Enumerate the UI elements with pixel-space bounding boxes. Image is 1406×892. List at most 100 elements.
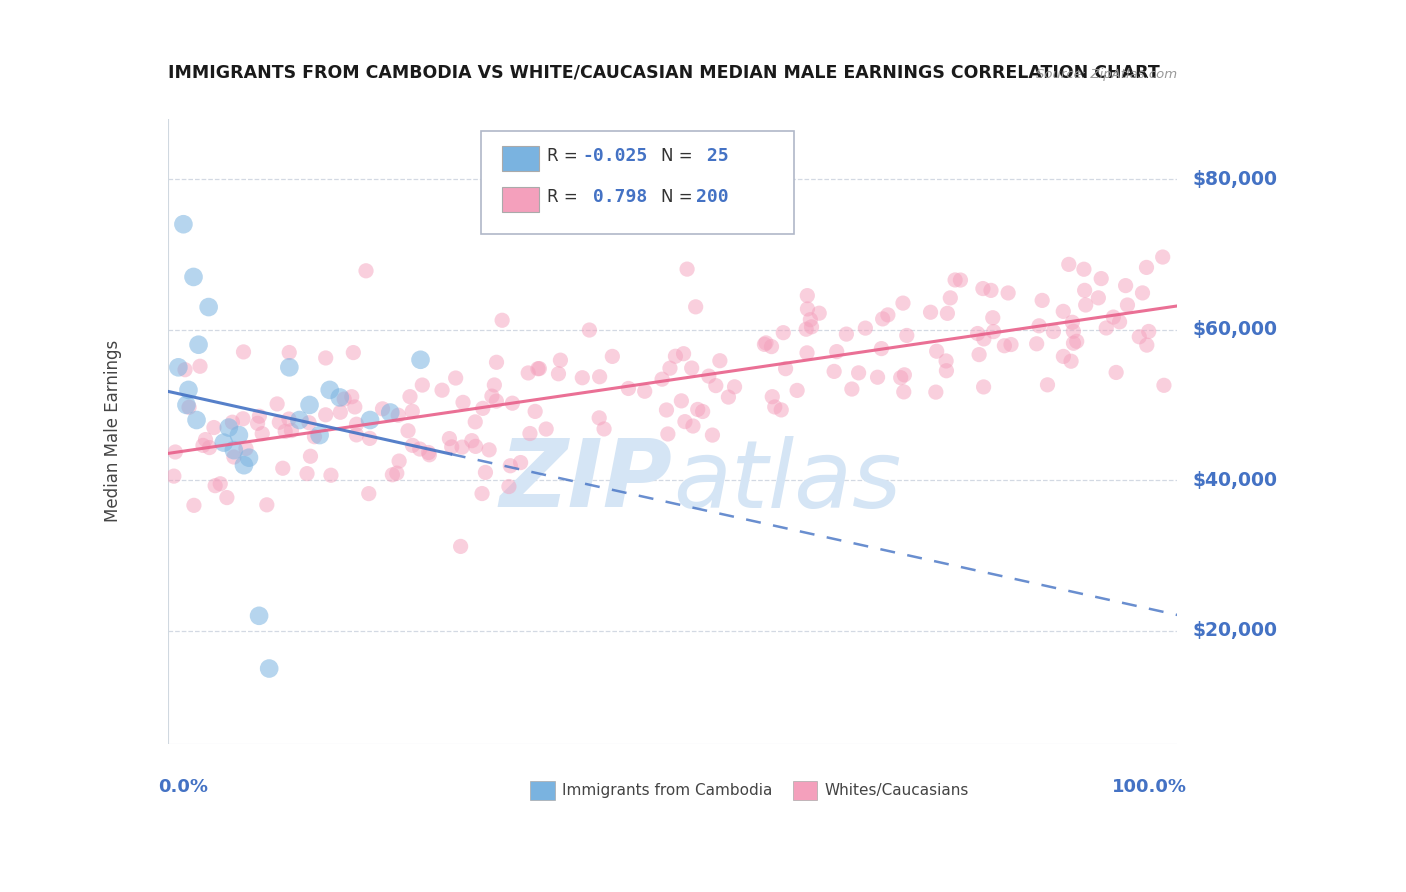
Point xyxy=(177,383,200,397)
Point xyxy=(588,410,610,425)
Point xyxy=(346,417,368,432)
Point xyxy=(450,540,472,554)
Point xyxy=(1052,350,1074,364)
Point xyxy=(430,383,453,397)
Point xyxy=(288,413,311,427)
Point xyxy=(588,369,610,384)
FancyBboxPatch shape xyxy=(530,781,555,800)
Point xyxy=(481,389,503,403)
Point xyxy=(972,281,994,295)
Point xyxy=(692,404,714,418)
Point xyxy=(671,393,693,408)
Point xyxy=(761,390,783,404)
Point xyxy=(893,384,915,399)
Point xyxy=(172,217,194,231)
Point xyxy=(222,450,245,464)
Point xyxy=(755,335,778,350)
Point xyxy=(198,441,221,455)
Text: 0.0%: 0.0% xyxy=(159,778,208,797)
Point xyxy=(222,443,245,458)
Point xyxy=(761,340,783,354)
Point xyxy=(702,428,724,442)
Point xyxy=(935,364,957,378)
Point xyxy=(1036,377,1059,392)
Point xyxy=(796,301,818,316)
Point xyxy=(228,428,250,442)
Point xyxy=(853,321,876,335)
Point xyxy=(319,383,342,397)
Point xyxy=(1028,318,1050,333)
Point xyxy=(1135,260,1157,275)
Text: Whites/Caucasians: Whites/Caucasians xyxy=(824,783,969,798)
Point xyxy=(319,468,342,483)
FancyBboxPatch shape xyxy=(502,146,538,171)
Point xyxy=(796,346,818,360)
Point xyxy=(499,458,522,473)
Point xyxy=(775,361,797,376)
Point xyxy=(1090,271,1112,285)
Point xyxy=(1128,330,1150,344)
Point xyxy=(1087,291,1109,305)
Point xyxy=(183,269,205,284)
Point xyxy=(485,355,508,369)
Point xyxy=(167,360,190,375)
Point xyxy=(981,310,1004,325)
Point xyxy=(993,339,1015,353)
Point xyxy=(848,366,870,380)
Point xyxy=(194,433,217,447)
Point xyxy=(1073,284,1095,298)
FancyBboxPatch shape xyxy=(793,781,817,800)
Point xyxy=(673,415,696,429)
Point xyxy=(371,401,394,416)
Point xyxy=(800,319,823,334)
Point xyxy=(763,400,786,414)
Point xyxy=(547,367,569,381)
Point xyxy=(218,420,240,434)
Point xyxy=(278,360,301,375)
Point xyxy=(188,359,211,374)
Point xyxy=(651,372,673,386)
Point xyxy=(401,438,423,452)
Point xyxy=(409,352,432,367)
Point xyxy=(202,420,225,434)
Text: 25: 25 xyxy=(696,147,728,165)
Text: 200: 200 xyxy=(696,188,728,206)
Point xyxy=(235,442,257,456)
Point xyxy=(252,426,274,441)
Text: $40,000: $40,000 xyxy=(1192,471,1277,490)
Point xyxy=(983,325,1005,339)
Point xyxy=(578,323,600,337)
Point xyxy=(658,361,681,376)
Point xyxy=(304,430,326,444)
Point xyxy=(474,466,496,480)
Point xyxy=(967,348,990,362)
Point xyxy=(534,422,557,436)
Text: $20,000: $20,000 xyxy=(1192,622,1277,640)
Point xyxy=(247,608,270,623)
Point xyxy=(1095,321,1118,335)
Point xyxy=(212,435,235,450)
Point xyxy=(233,458,256,473)
Point xyxy=(517,366,540,380)
Point xyxy=(593,422,616,436)
Point xyxy=(387,408,409,422)
Point xyxy=(890,370,912,384)
Point xyxy=(174,362,197,376)
Point xyxy=(278,345,301,359)
Point xyxy=(841,382,863,396)
Point xyxy=(298,416,321,430)
Point xyxy=(1062,336,1084,351)
Text: $80,000: $80,000 xyxy=(1192,169,1277,188)
Point xyxy=(357,486,380,500)
Point xyxy=(315,408,337,422)
Point xyxy=(221,415,243,429)
Point xyxy=(936,306,959,320)
Point xyxy=(343,400,366,414)
Point xyxy=(676,262,699,277)
Text: IMMIGRANTS FROM CAMBODIA VS WHITE/CAUCASIAN MEDIAN MALE EARNINGS CORRELATION CHA: IMMIGRANTS FROM CAMBODIA VS WHITE/CAUCAS… xyxy=(169,63,1160,81)
Point xyxy=(340,390,363,404)
Point xyxy=(754,337,776,351)
Point xyxy=(471,486,494,500)
Point xyxy=(209,476,232,491)
Point xyxy=(1062,324,1084,338)
